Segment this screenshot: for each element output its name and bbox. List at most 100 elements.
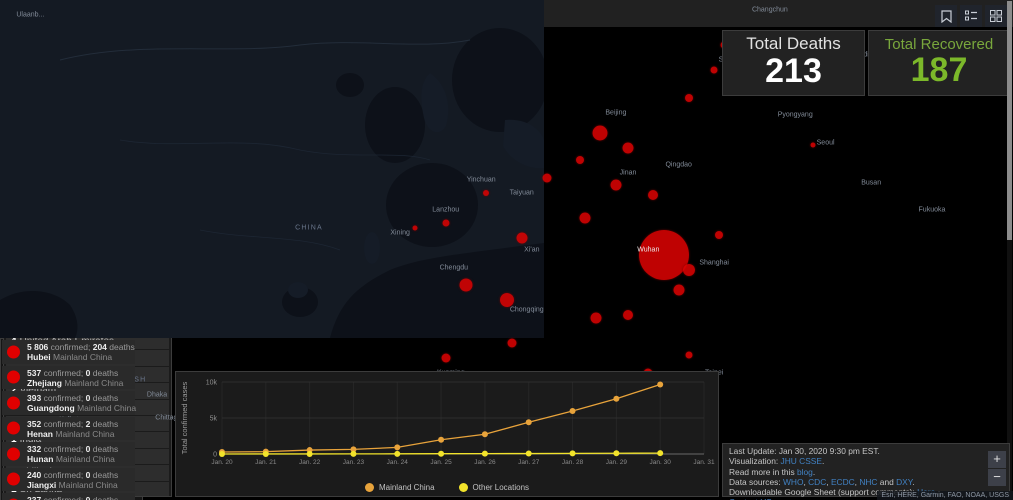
map-place-label: Chengdu: [440, 264, 468, 271]
map-place-label: Xining: [390, 229, 409, 236]
region-name: Hunan: [27, 454, 53, 464]
timeline-chart-panel: 05k10kJan. 20Jan. 21Jan. 22Jan. 23Jan. 2…: [175, 371, 719, 497]
deaths-word: deaths: [93, 419, 119, 429]
confirmed-word: confirmed;: [44, 419, 84, 429]
case-cluster-marker[interactable]: [543, 173, 544, 182]
chart-data-point[interactable]: [526, 419, 532, 425]
chart-data-point[interactable]: [263, 451, 269, 457]
confirmed-count: 332: [27, 444, 41, 454]
legend-item[interactable]: Other Locations: [459, 483, 529, 492]
chart-data-point[interactable]: [438, 451, 444, 457]
death-count: 204: [93, 342, 107, 352]
blog-suffix: .: [813, 467, 815, 477]
region-name: Hubei: [27, 352, 51, 362]
dxy-link[interactable]: DXY: [896, 477, 912, 487]
chart-data-point[interactable]: [394, 444, 400, 450]
svg-text:Jan. 29: Jan. 29: [606, 459, 628, 466]
viz-prefix: Visualization:: [729, 456, 781, 466]
case-cluster-marker[interactable]: [459, 279, 472, 292]
chart-data-point[interactable]: [482, 431, 488, 437]
death-row-place: Guangdong Mainland China: [27, 403, 132, 413]
death-row-stats: 537 confirmed; 0 deaths: [27, 368, 132, 378]
jhu-csse-link[interactable]: JHU CSSE: [781, 456, 822, 466]
chart-data-point[interactable]: [657, 450, 663, 456]
legend-dot-icon: [365, 483, 374, 492]
chart-data-point[interactable]: [570, 408, 576, 414]
visualization-line: Visualization: JHU CSSE.: [729, 456, 1003, 466]
confirmed-count: 5 806: [27, 342, 48, 352]
case-cluster-marker[interactable]: [500, 293, 514, 307]
case-cluster-marker[interactable]: [516, 232, 527, 243]
death-row-place: Hubei Mainland China: [27, 352, 132, 362]
chart-data-point[interactable]: [350, 451, 356, 457]
red-case-dot-icon: [7, 473, 20, 486]
chart-data-point[interactable]: [613, 396, 619, 402]
chart-data-point[interactable]: [307, 451, 313, 457]
death-region-row[interactable]: 537 confirmed; 0 deaths Zhejiang Mainlan…: [2, 366, 135, 390]
blog-line: Read more in this blog.: [729, 467, 1003, 477]
case-cluster-marker[interactable]: [442, 219, 449, 226]
case-cluster-marker[interactable]: [413, 225, 418, 230]
chart-data-point[interactable]: [570, 450, 576, 456]
deaths-word: deaths: [93, 368, 119, 378]
svg-text:Jan. 30: Jan. 30: [650, 459, 672, 466]
map-place-label: Lanzhou: [432, 207, 459, 214]
region-name: Henan: [27, 429, 53, 439]
total-deaths-panel: Total Deaths 213: [722, 30, 865, 96]
total-recovered-value: 187: [869, 53, 1009, 87]
svg-text:Jan. 21: Jan. 21: [255, 459, 277, 466]
death-count: 0: [86, 368, 91, 378]
svg-text:0: 0: [213, 452, 217, 459]
svg-text:Jan. 22: Jan. 22: [299, 459, 321, 466]
death-region-row[interactable]: 332 confirmed; 0 deaths Hunan Mainland C…: [2, 442, 135, 466]
who-link[interactable]: WHO: [783, 477, 803, 487]
country-name: Mainland China: [53, 352, 112, 362]
confirmed-word: confirmed;: [44, 444, 84, 454]
chart-data-point[interactable]: [219, 451, 225, 457]
chart-data-point[interactable]: [657, 381, 663, 387]
confirmed-count: 352: [27, 419, 41, 429]
death-region-row[interactable]: 237 confirmed; 0 deaths Anhui Mainland C…: [2, 493, 135, 500]
death-count: 0: [86, 444, 91, 454]
svg-text:Jan. 27: Jan. 27: [518, 459, 540, 466]
svg-text:Jan. 26: Jan. 26: [474, 459, 496, 466]
ecdc-link[interactable]: ECDC: [831, 477, 855, 487]
cdc-link[interactable]: CDC: [808, 477, 826, 487]
map-place-label: Xi'an: [524, 247, 539, 254]
confirmed-word: confirmed;: [44, 368, 84, 378]
map-panel[interactable]: Ulaanb...ChangchunVladivostokShenyangPyo…: [0, 0, 544, 338]
death-region-row[interactable]: 5 806 confirmed; 204 deaths Hubei Mainla…: [2, 340, 135, 364]
svg-text:Jan. 25: Jan. 25: [430, 459, 452, 466]
nhc-link[interactable]: NHC: [859, 477, 877, 487]
confirmed-count: 240: [27, 470, 41, 480]
chart-data-point[interactable]: [394, 451, 400, 457]
death-row-stats: 352 confirmed; 2 deaths: [27, 419, 132, 429]
death-count: 0: [86, 495, 91, 500]
region-name: Jiangxi: [27, 480, 56, 490]
death-region-row[interactable]: 352 confirmed; 2 deaths Henan Mainland C…: [2, 417, 135, 441]
chart-data-point[interactable]: [482, 451, 488, 457]
red-case-dot-icon: [7, 447, 20, 460]
chart-data-point[interactable]: [613, 450, 619, 456]
death-region-row[interactable]: 393 confirmed; 0 deaths Guangdong Mainla…: [2, 391, 135, 415]
death-row-place: Zhejiang Mainland China: [27, 378, 132, 388]
deaths-word: deaths: [93, 444, 119, 454]
legend-label: Other Locations: [473, 483, 529, 492]
last-update-line: Last Update: Jan 30, 2020 9:30 pm EST.: [729, 446, 1003, 456]
svg-text:Jan. 28: Jan. 28: [562, 459, 584, 466]
blog-link[interactable]: blog: [797, 467, 813, 477]
case-cluster-marker[interactable]: [483, 190, 489, 196]
chart-data-point[interactable]: [526, 451, 532, 457]
legend-item[interactable]: Mainland China: [365, 483, 435, 492]
svg-text:5k: 5k: [210, 416, 218, 423]
map-place-label: Ulaanb...: [16, 12, 44, 19]
country-name: Mainland China: [55, 429, 114, 439]
death-count: 0: [86, 470, 91, 480]
death-region-row[interactable]: 240 confirmed; 0 deaths Jiangxi Mainland…: [2, 468, 135, 492]
chart-data-point[interactable]: [438, 437, 444, 443]
region-name: Zhejiang: [27, 378, 62, 388]
legend-dot-icon: [459, 483, 468, 492]
death-row-stats: 237 confirmed; 0 deaths: [27, 495, 132, 500]
timeline-chart[interactable]: 05k10kJan. 20Jan. 21Jan. 22Jan. 23Jan. 2…: [176, 372, 718, 476]
src-suffix: .: [912, 477, 914, 487]
